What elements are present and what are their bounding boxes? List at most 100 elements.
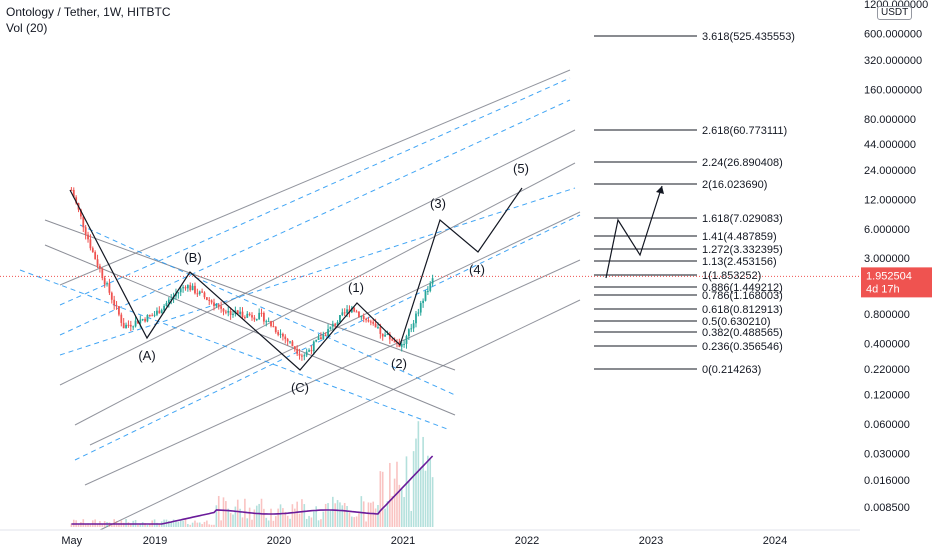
volume-bar [405,456,408,527]
symbol-title[interactable]: Ontology / Tether, 1W, HITBTC [6,5,171,19]
candle-body [322,334,325,340]
volume-bar [251,519,253,527]
volume-bar [305,518,308,527]
candle-body [329,326,332,330]
candle-body [194,285,196,294]
volume-bar [225,501,227,527]
candle-body [110,292,113,300]
candle-body [286,339,289,342]
volume-bar [215,505,218,527]
candle-body [424,291,427,301]
y-tick-label: 600.000000 [864,28,922,40]
candle-body [412,323,415,329]
fib-label: 2.618(60.773111) [702,125,787,137]
volume-bar [89,523,92,527]
candle-body [327,329,329,337]
volume-bar [168,520,170,527]
y-tick-label: 0.030000 [864,449,910,461]
candle-body [148,314,151,316]
volume-bar [267,520,270,527]
volume-bar [77,523,80,527]
candle-body [381,333,384,337]
volume-bar [179,520,182,527]
candle-body [125,324,127,329]
candle-body [241,311,244,318]
candle-body [175,293,177,297]
currency-button[interactable]: USDT [877,6,913,20]
volume-bar [208,524,211,527]
candle-body [153,314,156,316]
volume-bar [286,515,289,527]
y-tick-label: 0.120000 [864,390,910,402]
volume-bar [101,524,104,527]
volume-bar [301,499,303,527]
projection-arrowhead [656,186,664,194]
volume-bar [70,523,73,527]
volume-bar [222,497,225,527]
candle-body [403,343,406,345]
x-tick-label: 2020 [267,535,291,547]
candle-body [179,288,182,293]
volume-bar [122,522,125,527]
volume-bar [253,509,256,527]
volume-bar [336,500,339,527]
volume-bar [258,503,260,527]
volume-bar [203,521,206,527]
volume-legend[interactable]: Vol (20) [6,21,48,35]
x-tick-label: 2021 [391,535,415,547]
volume-bar [358,513,360,527]
candle-body [407,329,410,337]
candle-body [331,323,334,327]
volume-bar [206,520,208,527]
volume-bar [348,512,351,527]
price-axis[interactable]: 1200.000000 600.000000 320.000000 160.00000… [860,0,932,530]
volume-bar [403,497,405,527]
candle-body [348,309,351,313]
volume-bar [234,506,237,527]
candle-body [267,321,270,323]
candle-body [186,285,189,289]
x-tick-label: May [61,535,82,547]
candle-body [96,259,99,266]
volume-bar [137,524,139,527]
candle-body [132,326,135,328]
rising-channel-line [59,187,576,356]
candle-body [160,310,163,314]
wave-label: (A) [138,348,155,363]
volume-bar [241,517,244,527]
candle-body [369,321,372,323]
volume-bar [343,502,346,527]
y-tick-label: 0.800000 [864,309,910,321]
volume-bar [187,523,189,527]
candle-body [308,350,310,352]
candle-body [341,312,344,316]
volume-bar [391,495,394,527]
candle-body [127,324,130,326]
time-axis[interactable]: May 2019 2020 2021 2022 2023 2024 [0,529,860,547]
candle-body [272,326,275,328]
elliott-wave-lines: (A) (B) (C) (1) (2) (3) (4) (5) [69,161,664,395]
volume-bar [427,455,429,527]
candle-body [84,227,87,235]
candle-body [310,350,313,352]
candle-body [293,346,296,350]
candle-body [120,314,123,323]
candle-body [213,302,215,307]
volume-bar [412,451,415,527]
y-tick-label: 24.000000 [864,165,916,177]
candle-body [374,323,377,328]
fib-label: 1(1.853252) [702,270,761,282]
volume-bar [84,523,87,527]
volume-bar [175,520,177,527]
volume-bar [201,524,203,527]
wave-label: (1) [348,280,364,295]
fib-label: 1.272(3.332395) [702,244,783,256]
candle-body [255,319,258,321]
y-tick-label: 160.000000 [864,84,922,96]
last-price-bg [861,267,932,298]
volume-bar [370,502,372,527]
candle-body [236,310,239,315]
volume-bar [246,518,249,527]
rising-channel-line [84,259,581,486]
